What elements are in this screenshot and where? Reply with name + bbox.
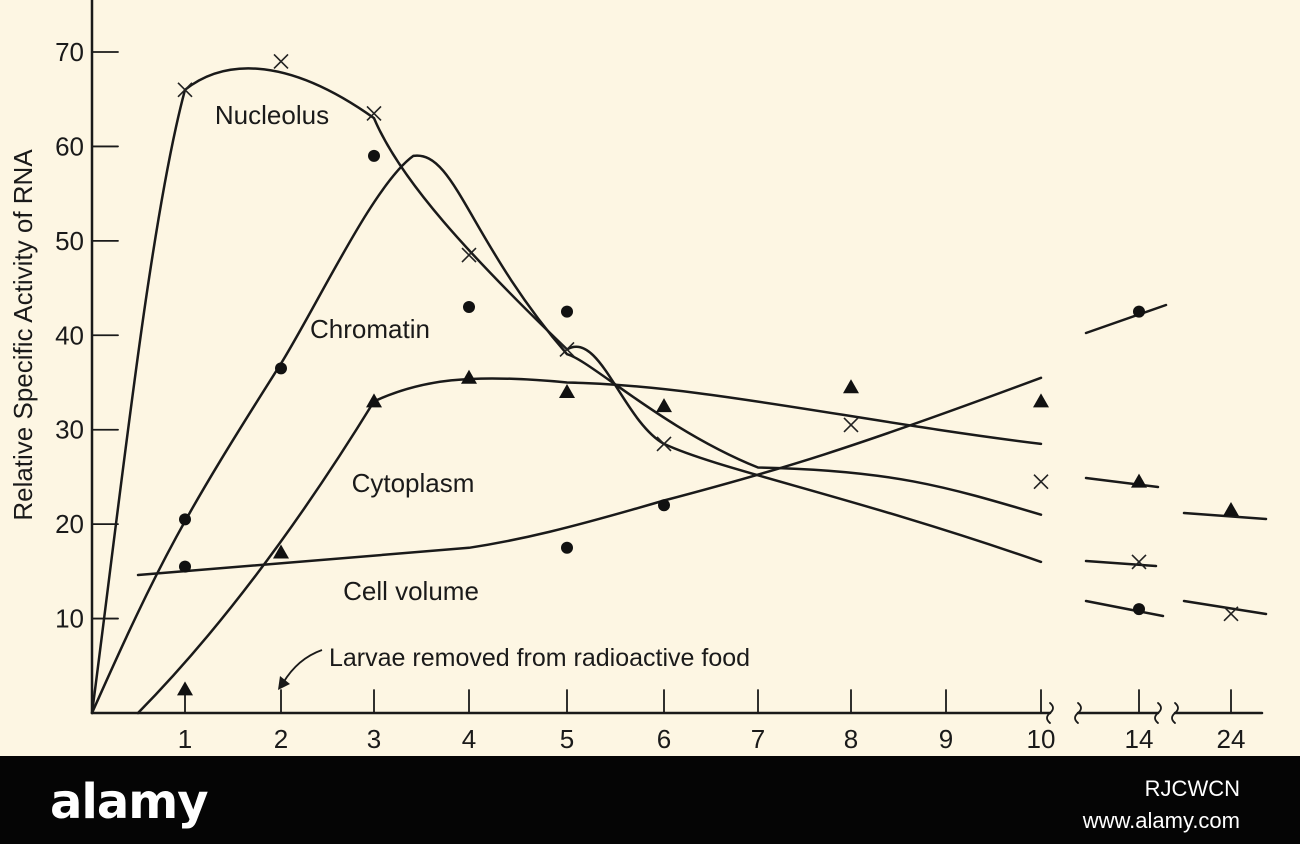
y-tick-label-20: 20 — [55, 509, 84, 539]
annotation-arrow — [282, 649, 323, 684]
curve-seg-chromatin-14 — [1084, 303, 1168, 335]
point-chromatin-1 — [275, 362, 287, 375]
x-tick-label-9: 9 — [939, 724, 953, 754]
x-tick-label-7: 7 — [751, 724, 765, 754]
point-cell-volume-2 — [658, 499, 670, 512]
axis-break-2 — [1154, 702, 1162, 724]
point-nucleolus-4 — [559, 341, 575, 358]
axes: 10 20 30 40 50 60 70 1 2 3 4 5 6 7 8 9 10 14 24 — [55, 0, 1264, 754]
series-label-chromatin: Chromatin — [310, 314, 430, 344]
curve-seg-nucleolus-14 — [1084, 559, 1158, 568]
curve-nucleolus — [90, 67, 1043, 715]
x-tick-label-14: 14 — [1125, 724, 1154, 754]
markers — [177, 53, 1239, 696]
series-label-cytoplasm: Cytoplasm — [352, 468, 475, 498]
x-tick-label-1: 1 — [178, 724, 192, 754]
point-cytoplasm-2 — [366, 393, 382, 408]
x-tick-label-4: 4 — [462, 724, 476, 754]
axis-break-3 — [1171, 702, 1179, 724]
image-code: RJCWCN — [1144, 776, 1240, 801]
x-tick-label-5: 5 — [560, 724, 574, 754]
point-nucleolus-7 — [1033, 474, 1049, 490]
y-axis-label: Relative Specific Activity of RNA — [8, 149, 38, 521]
y-tick-label-10: 10 — [55, 604, 84, 634]
x-tick-label-10: 10 — [1027, 724, 1056, 754]
point-nucleolus-5 — [656, 436, 672, 452]
x-tick-label-2: 2 — [274, 724, 288, 754]
series-label-nucleolus: Nucleolus — [215, 100, 329, 130]
curve-seg-cellvol-14 — [1084, 599, 1165, 618]
point-nucleolus-0 — [177, 82, 193, 98]
point-cytoplasm-1 — [273, 544, 289, 559]
axis-break-1 — [1074, 702, 1082, 724]
point-nucleolus-6 — [843, 417, 859, 433]
y-tick-label-60: 60 — [55, 131, 84, 161]
point-cytoplasm-8 — [1131, 473, 1147, 488]
x-tick-label-8: 8 — [844, 724, 858, 754]
brand-logo: alamy — [50, 774, 209, 830]
point-cytoplasm-7 — [1033, 393, 1049, 408]
curve-seg-cytoplasm-24 — [1182, 511, 1268, 521]
x-tick-label-6: 6 — [657, 724, 671, 754]
point-chromatin-0 — [179, 513, 191, 526]
point-chromatin-5 — [1133, 305, 1145, 318]
y-tick-label-40: 40 — [55, 320, 84, 350]
point-cytoplasm-5 — [656, 398, 672, 413]
curves — [90, 67, 1268, 715]
series-label-cell-volume: Cell volume — [343, 576, 479, 606]
chart: 10 20 30 40 50 60 70 1 2 3 4 5 6 7 8 9 10 14 24 Relative S… — [8, 0, 1268, 754]
point-chromatin-4 — [561, 305, 573, 318]
point-cytoplasm-0 — [177, 681, 193, 696]
point-cytoplasm-3 — [461, 369, 477, 384]
point-chromatin-3 — [463, 300, 475, 313]
point-cell-volume-0 — [179, 560, 191, 573]
x-tick-label-24: 24 — [1217, 724, 1246, 754]
curve-cell-volume — [136, 376, 1043, 577]
point-nucleolus-3 — [461, 247, 477, 263]
labels: Relative Specific Activity of RNA Nucleo… — [8, 100, 750, 672]
point-nucleolus-9 — [1223, 606, 1239, 622]
annotation-larvae-removed: Larvae removed from radioactive food — [329, 644, 750, 672]
footer-bar: alamy RJCWCN www.alamy.com — [0, 756, 1300, 844]
y-tick-label-50: 50 — [55, 226, 84, 256]
point-cytoplasm-9 — [1223, 501, 1239, 516]
x-tick-label-3: 3 — [367, 724, 381, 754]
point-cytoplasm-4 — [559, 383, 575, 398]
axis-break-0 — [1046, 702, 1054, 724]
annotation-arrowhead — [278, 676, 290, 690]
point-nucleolus-8 — [1131, 554, 1147, 570]
point-nucleolus-1 — [273, 53, 289, 70]
point-cytoplasm-6 — [843, 379, 859, 394]
curve-seg-cytoplasm-14 — [1084, 476, 1160, 489]
y-tick-label-30: 30 — [55, 415, 84, 445]
point-chromatin-2 — [368, 149, 380, 162]
site-url: www.alamy.com — [1082, 808, 1240, 833]
y-tick-label-70: 70 — [55, 37, 84, 67]
curve-chromatin — [90, 154, 1043, 715]
point-cell-volume-1 — [561, 541, 573, 554]
point-nucleolus-2 — [366, 105, 382, 121]
point-cell-volume-3 — [1133, 603, 1145, 616]
